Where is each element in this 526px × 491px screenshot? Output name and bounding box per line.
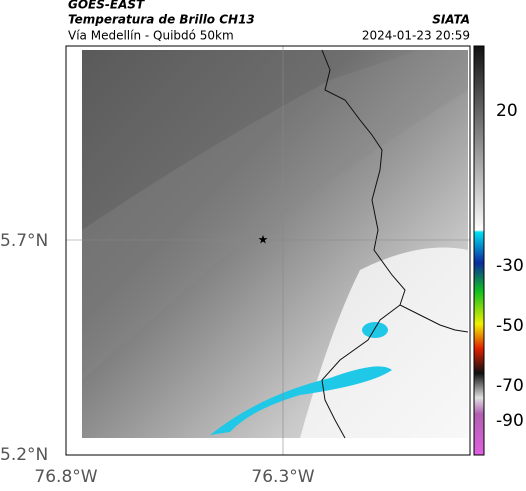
title: Temperatura de Brillo CH13 (68, 13, 255, 27)
colorbar-tick-label: -90 (496, 411, 524, 431)
colorbar-tick-label: -50 (496, 316, 524, 336)
colorbar-tick-label: -70 (496, 376, 524, 396)
y-tick-label: 5.2°N (0, 445, 48, 465)
subtitle: Vía Medellín - Quibdó 50km (68, 29, 234, 43)
datetime: 2024-01-23 20:59 (362, 29, 470, 43)
product: GOES-EAST (68, 0, 145, 12)
source: SIATA (432, 13, 470, 27)
map-panel: ★ (65, 45, 471, 456)
x-tick-label: 76.8°W (34, 467, 97, 487)
colorbar: 20 -30 -50 -70 -90 (473, 45, 524, 456)
x-tick-label: 76.3°W (251, 467, 314, 487)
y-tick-label: 5.7°N (0, 231, 48, 251)
colorbar-tick-label: -30 (496, 256, 524, 276)
colorbar-tick-label: 20 (496, 101, 518, 121)
svg-text:★: ★ (258, 233, 269, 247)
